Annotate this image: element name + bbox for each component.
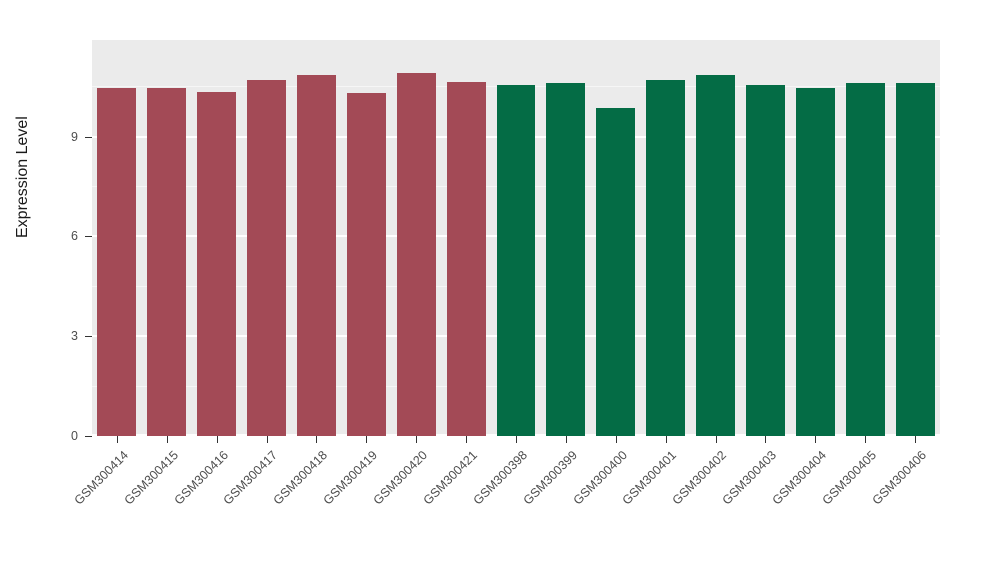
x-tick-mark [416, 436, 418, 443]
bar-GSM300406 [895, 83, 935, 436]
y-axis: 0 3 6 9 [0, 40, 92, 443]
y-tick-mark [85, 136, 92, 138]
bar-GSM300405 [845, 83, 885, 436]
y-tick-label: 9 [71, 129, 78, 144]
x-tick-mark [316, 436, 318, 443]
bar-GSM300421 [446, 81, 486, 436]
x-tick-mark [715, 436, 717, 443]
y-tick-mark [85, 236, 92, 238]
x-tick-mark [166, 436, 168, 443]
x-tick-mark [516, 436, 517, 443]
x-tick-mark [865, 436, 867, 443]
y-tick-mark [85, 436, 92, 437]
bar-GSM300415 [147, 88, 187, 436]
x-tick-mark [565, 436, 567, 443]
y-tick-label: 0 [71, 429, 78, 443]
y-tick-label: 3 [71, 329, 78, 344]
bar-GSM300401 [646, 79, 686, 436]
bar-GSM300400 [596, 108, 636, 436]
x-tick-mark [615, 436, 617, 443]
bar-GSM300398 [496, 84, 536, 436]
bar-GSM300416 [197, 91, 237, 436]
x-tick-mark [266, 436, 268, 443]
x-tick-mark [366, 436, 368, 443]
bar-GSM300414 [97, 88, 137, 436]
bar-GSM300402 [696, 74, 735, 436]
x-tick-mark [815, 436, 817, 443]
x-tick-mark [216, 436, 218, 443]
bar-GSM300418 [297, 74, 336, 436]
bar-GSM300419 [346, 93, 386, 436]
plot-panel [92, 40, 940, 436]
x-tick-mark [665, 436, 667, 443]
y-tick-mark [85, 336, 92, 338]
x-tick-mark [765, 436, 767, 443]
x-tick-mark [466, 436, 468, 443]
x-tick-mark [915, 436, 917, 443]
y-tick-label: 6 [71, 229, 78, 244]
x-tick-mark [116, 436, 118, 443]
bar-GSM300420 [396, 73, 436, 436]
x-axis: GSM300414 GSM300415 GSM300416 GSM300417 GSM3… [71, 436, 940, 556]
bar-GSM300403 [745, 84, 785, 436]
bar-GSM300404 [795, 88, 835, 436]
bar-GSM300399 [546, 83, 586, 436]
bar-GSM300417 [247, 79, 287, 436]
